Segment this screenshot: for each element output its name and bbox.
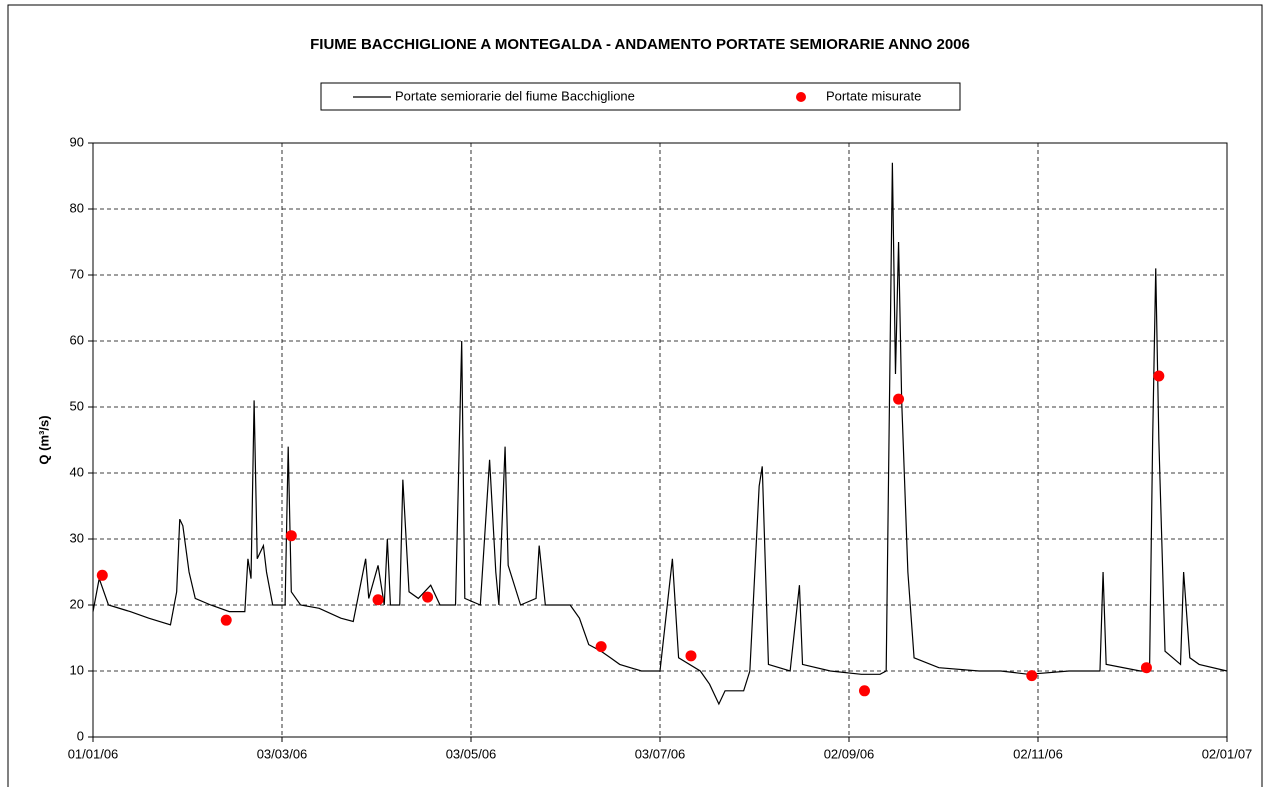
data-point <box>422 591 434 603</box>
y-tick-label: 30 <box>70 530 84 545</box>
data-point <box>372 594 384 606</box>
x-tick-label: 03/07/06 <box>635 746 686 761</box>
data-point <box>858 685 870 697</box>
data-point <box>893 393 905 405</box>
y-tick-label: 0 <box>77 728 84 743</box>
x-tick-label: 03/05/06 <box>446 746 497 761</box>
data-line <box>92 162 1228 706</box>
data-point <box>96 569 108 581</box>
y-tick-label: 70 <box>70 266 84 281</box>
y-axis-title: Q (m³/s) <box>36 415 51 464</box>
y-tick-label: 90 <box>70 134 84 149</box>
data-point <box>685 650 697 662</box>
x-tick-label: 02/11/06 <box>1013 746 1063 761</box>
y-tick-label: 80 <box>70 200 84 215</box>
legend-label: Portate semiorarie del fiume Bacchiglion… <box>395 88 635 103</box>
data-point <box>1026 670 1038 682</box>
x-tick-label: 02/01/07 <box>1202 746 1253 761</box>
x-tick-label: 03/03/06 <box>257 746 308 761</box>
data-point <box>285 530 297 542</box>
legend-label: Portate misurate <box>826 88 921 103</box>
data-point <box>1153 370 1165 382</box>
data-point <box>220 614 232 626</box>
x-tick-label: 01/01/06 <box>68 746 119 761</box>
y-tick-label: 50 <box>70 398 84 413</box>
x-tick-label: 02/09/06 <box>824 746 875 761</box>
legend-swatch <box>796 92 806 102</box>
data-point <box>1140 662 1152 674</box>
y-tick-label: 40 <box>70 464 84 479</box>
y-tick-label: 10 <box>70 662 84 677</box>
y-tick-label: 20 <box>70 596 84 611</box>
data-point <box>595 641 607 653</box>
chart-title: FIUME BACCHIGLIONE A MONTEGALDA - ANDAME… <box>310 36 970 53</box>
legend-box <box>320 82 961 111</box>
y-tick-label: 60 <box>70 332 84 347</box>
